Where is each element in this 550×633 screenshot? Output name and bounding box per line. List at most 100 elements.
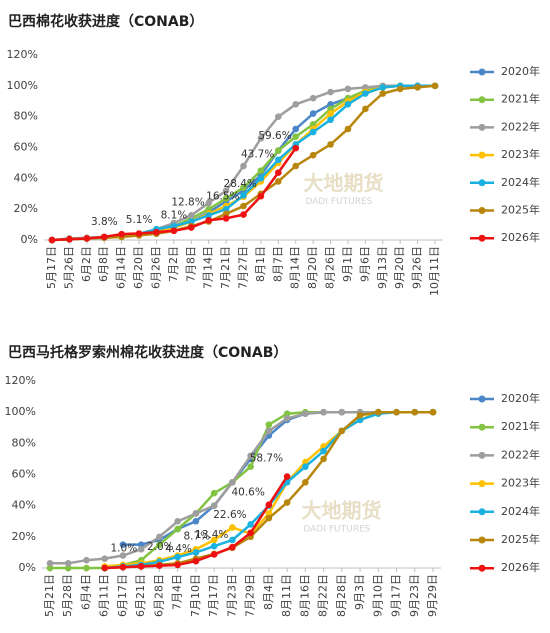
- data-point: [396, 85, 404, 93]
- data-label: 16.5%: [206, 191, 239, 203]
- data-point: [320, 447, 327, 455]
- data-point: [344, 125, 352, 133]
- data-point: [210, 542, 218, 550]
- data-point: [210, 551, 218, 558]
- data-label: 43.7%: [241, 149, 274, 161]
- legend-marker: [478, 96, 486, 104]
- data-point: [205, 212, 212, 219]
- data-point: [170, 227, 178, 235]
- data-point: [292, 125, 300, 133]
- x-tick-label: 8月4日: [262, 574, 275, 610]
- x-tick-label: 6月11日: [98, 574, 111, 617]
- x-tick-label: 9月10日: [371, 574, 384, 617]
- data-point: [309, 128, 317, 136]
- x-tick-label: 7月10日: [189, 574, 202, 617]
- data-point: [362, 90, 369, 97]
- x-tick-label: 9月17日: [390, 574, 403, 617]
- y-tick-label: 60%: [14, 141, 38, 154]
- data-point: [229, 536, 236, 544]
- legend-marker: [478, 151, 486, 159]
- data-point: [393, 408, 400, 416]
- x-tick-label: 5月17日: [45, 246, 58, 289]
- watermark-sub: DADI FUTURES: [304, 524, 371, 534]
- legend-label: 2025年: [501, 203, 540, 217]
- y-tick-label: 100%: [5, 405, 36, 418]
- data-point: [247, 463, 254, 471]
- x-tick-label: 9月6日: [358, 246, 371, 282]
- data-point: [222, 210, 230, 218]
- data-point: [205, 199, 212, 207]
- data-point: [101, 555, 109, 562]
- legend-label: 2020年: [501, 64, 540, 78]
- y-tick-label: 40%: [14, 171, 38, 184]
- x-tick-label: 5月26日: [62, 246, 75, 289]
- data-point: [156, 562, 163, 569]
- data-point: [309, 151, 317, 159]
- data-point: [292, 162, 300, 170]
- data-point: [240, 191, 247, 199]
- data-point: [374, 408, 382, 416]
- data-point: [265, 501, 273, 509]
- data-point: [192, 517, 200, 525]
- data-point: [338, 427, 346, 435]
- data-point: [156, 533, 163, 541]
- x-tick-label: 7月29日: [244, 574, 257, 617]
- x-tick-label: 7月4日: [171, 574, 184, 610]
- legend-label: 2024年: [501, 504, 540, 518]
- x-tick-label: 6月20日: [132, 246, 145, 289]
- data-point: [192, 549, 200, 556]
- legend-marker: [478, 395, 486, 403]
- data-point: [275, 178, 282, 185]
- data-point: [327, 88, 334, 96]
- legend-label: 2023年: [501, 147, 540, 161]
- data-point: [205, 216, 212, 224]
- data-point: [292, 133, 300, 141]
- legend-marker: [478, 234, 486, 242]
- data-point: [257, 192, 265, 200]
- data-point: [222, 195, 230, 202]
- legend-marker: [478, 451, 486, 459]
- data-point: [240, 202, 247, 210]
- x-tick-label: 6月21日: [134, 574, 147, 617]
- x-tick-label: 5月21日: [43, 574, 56, 617]
- y-tick-label: 20%: [14, 202, 38, 215]
- data-label: 2.0%: [147, 541, 174, 553]
- data-point: [302, 410, 309, 418]
- data-point: [229, 543, 236, 551]
- data-point: [137, 541, 145, 548]
- data-point: [344, 101, 352, 108]
- data-point: [265, 421, 273, 428]
- data-point: [46, 560, 54, 567]
- data-point: [170, 222, 178, 230]
- data-point: [431, 82, 439, 90]
- x-tick-label: 9月13日: [376, 246, 389, 289]
- data-point: [210, 502, 218, 509]
- data-point: [240, 162, 247, 170]
- x-tick-label: 8月22日: [317, 574, 330, 617]
- data-point: [283, 499, 291, 506]
- data-point: [119, 552, 127, 559]
- x-tick-label: 8月11日: [280, 574, 293, 617]
- chart-title: 巴西棉花收获进度（CONAB）: [8, 13, 203, 30]
- data-point: [327, 105, 334, 113]
- data-point: [192, 510, 200, 517]
- data-point: [247, 521, 254, 528]
- data-point: [283, 473, 291, 480]
- data-point: [309, 94, 317, 102]
- data-point: [362, 105, 369, 113]
- x-tick-label: 6月17日: [116, 574, 129, 617]
- legend-label: 2022年: [501, 119, 540, 133]
- data-point: [283, 415, 291, 422]
- watermark: 大地期货: [302, 498, 382, 522]
- data-label: 8.7%: [183, 530, 210, 542]
- data-point: [320, 455, 327, 463]
- x-tick-label: 6月2日: [80, 246, 93, 282]
- legend-marker: [478, 564, 486, 572]
- x-tick-label: 6月28日: [152, 574, 165, 617]
- x-tick-label: 8月20日: [306, 246, 319, 289]
- data-point: [240, 211, 247, 218]
- data-point: [327, 116, 334, 124]
- legend-marker: [478, 179, 486, 187]
- data-point: [229, 524, 236, 531]
